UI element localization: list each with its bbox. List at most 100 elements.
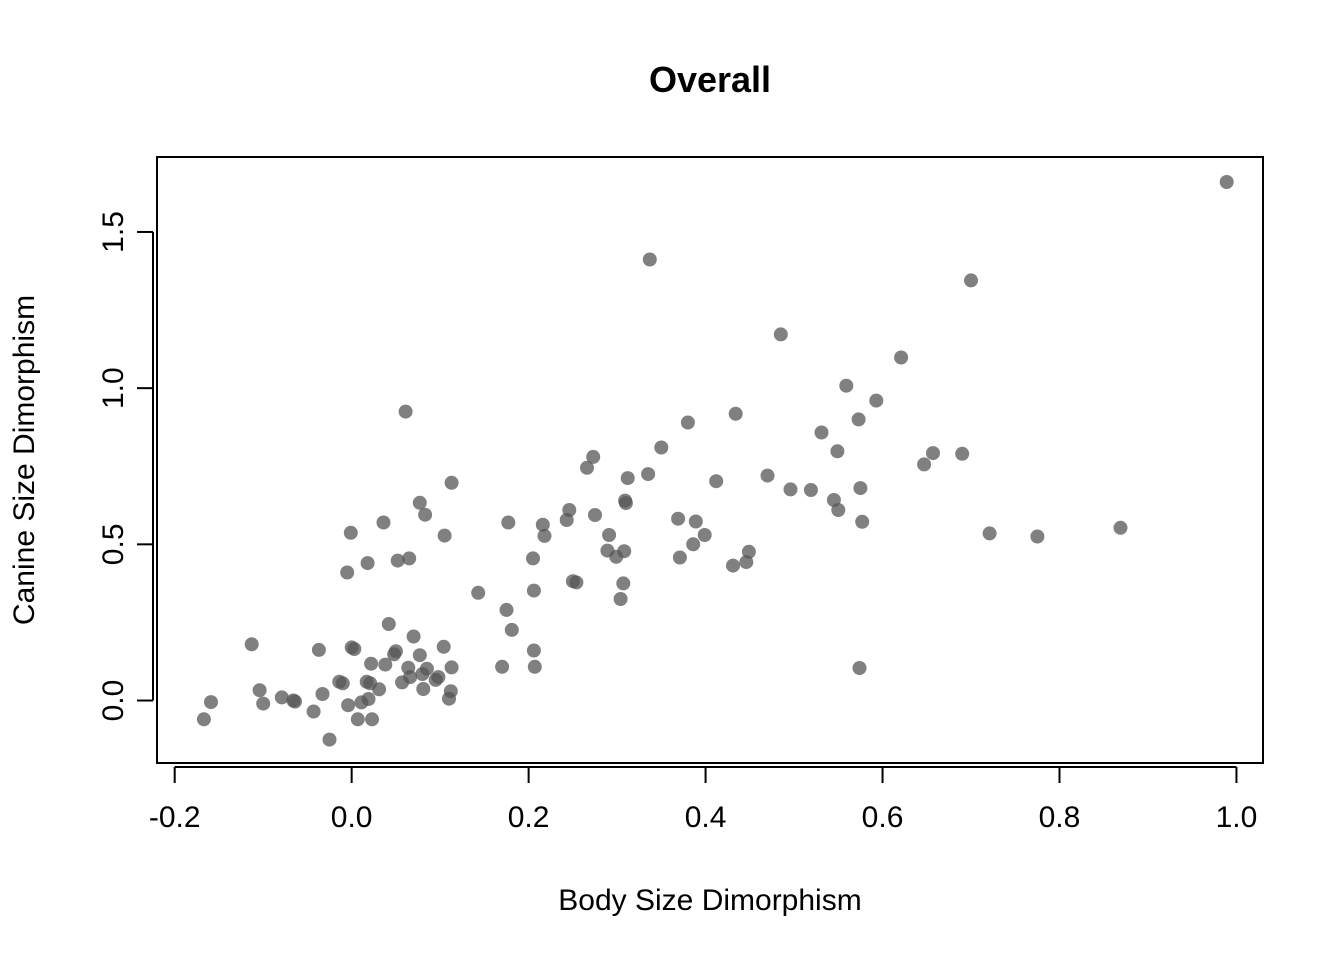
data-point xyxy=(569,575,584,590)
data-point xyxy=(580,460,594,475)
y-axis-label: Canine Size Dimorphism xyxy=(8,295,41,625)
data-point xyxy=(1219,175,1234,189)
data-point xyxy=(360,556,375,571)
x-tick-label: 1.0 xyxy=(1216,801,1258,834)
data-point xyxy=(274,690,289,705)
data-point xyxy=(672,550,687,565)
data-point xyxy=(402,551,417,566)
data-point xyxy=(773,327,788,342)
data-point xyxy=(814,425,829,440)
data-point xyxy=(471,585,486,600)
data-point xyxy=(306,704,321,719)
data-point xyxy=(436,639,451,654)
data-point xyxy=(372,682,387,697)
data-point xyxy=(562,503,577,517)
y-tick-label: 0.5 xyxy=(97,523,130,565)
x-tick-label: 0.4 xyxy=(685,801,727,834)
data-point xyxy=(418,507,433,522)
data-point xyxy=(830,444,845,459)
data-point xyxy=(350,712,365,727)
data-point xyxy=(341,698,356,713)
data-point xyxy=(444,475,459,490)
data-point xyxy=(671,511,686,526)
data-point xyxy=(852,661,867,675)
data-point xyxy=(412,495,427,510)
x-tick-label: -0.2 xyxy=(149,801,201,834)
data-point xyxy=(347,642,362,656)
data-point xyxy=(412,648,427,663)
data-point xyxy=(709,474,724,489)
data-point xyxy=(726,558,740,573)
x-tick-label: 0.2 xyxy=(508,801,550,834)
data-point xyxy=(403,670,418,685)
y-tick-label: 1.5 xyxy=(97,211,130,253)
x-tick-label: 0.8 xyxy=(1039,801,1081,834)
data-point xyxy=(917,457,932,472)
data-point xyxy=(526,643,541,658)
data-point xyxy=(617,544,632,559)
data-point xyxy=(1030,529,1045,544)
data-point xyxy=(343,525,358,540)
data-point xyxy=(335,676,350,691)
data-point xyxy=(620,471,635,486)
data-point xyxy=(419,661,434,676)
data-point xyxy=(288,694,302,709)
data-point xyxy=(803,483,818,497)
data-point xyxy=(586,449,601,464)
data-point xyxy=(982,526,997,541)
data-point xyxy=(526,583,541,598)
data-point xyxy=(869,393,884,408)
data-point xyxy=(926,446,940,461)
data-point xyxy=(504,622,519,637)
data-point xyxy=(839,378,854,393)
x-axis: -0.2 0.0 0.2 0.4 0.6 0.8 1.0 xyxy=(149,766,1258,834)
data-point xyxy=(697,528,712,542)
data-point xyxy=(955,446,970,461)
data-point xyxy=(501,515,516,530)
data-point xyxy=(680,415,695,430)
data-point xyxy=(851,412,866,427)
x-axis-label: Body Size Dimorphism xyxy=(558,884,861,917)
data-point xyxy=(964,273,978,288)
data-point xyxy=(686,537,701,552)
x-tick-label: 0.0 xyxy=(331,801,373,834)
data-point xyxy=(244,637,259,652)
data-point xyxy=(390,553,405,568)
data-point xyxy=(196,712,211,727)
data-point xyxy=(398,404,413,419)
data-point xyxy=(602,528,617,542)
data-point xyxy=(618,496,633,511)
data-point xyxy=(499,602,514,617)
data-point xyxy=(365,712,379,727)
points-layer xyxy=(196,175,1234,747)
data-point xyxy=(252,683,267,698)
y-tick-label: 0.0 xyxy=(97,680,130,722)
data-point xyxy=(641,467,656,482)
data-point xyxy=(654,440,669,455)
data-point xyxy=(853,481,868,496)
data-point xyxy=(381,617,396,631)
data-point xyxy=(388,644,403,659)
data-point xyxy=(311,642,326,657)
data-point xyxy=(894,350,909,365)
data-point xyxy=(376,515,391,530)
data-point xyxy=(760,468,775,483)
data-point xyxy=(783,482,798,497)
data-point xyxy=(537,528,552,543)
data-point xyxy=(588,508,602,522)
data-point xyxy=(831,503,846,517)
data-point xyxy=(526,551,540,566)
data-point xyxy=(256,696,271,711)
data-point xyxy=(364,656,379,671)
x-tick-label: 0.6 xyxy=(862,801,904,834)
data-point xyxy=(322,732,337,747)
data-point xyxy=(616,576,631,591)
data-point xyxy=(378,657,393,672)
data-point xyxy=(688,514,703,529)
data-point xyxy=(495,659,510,674)
data-point xyxy=(204,695,218,710)
data-point xyxy=(437,528,452,543)
data-point xyxy=(855,514,870,529)
data-point xyxy=(406,629,421,644)
